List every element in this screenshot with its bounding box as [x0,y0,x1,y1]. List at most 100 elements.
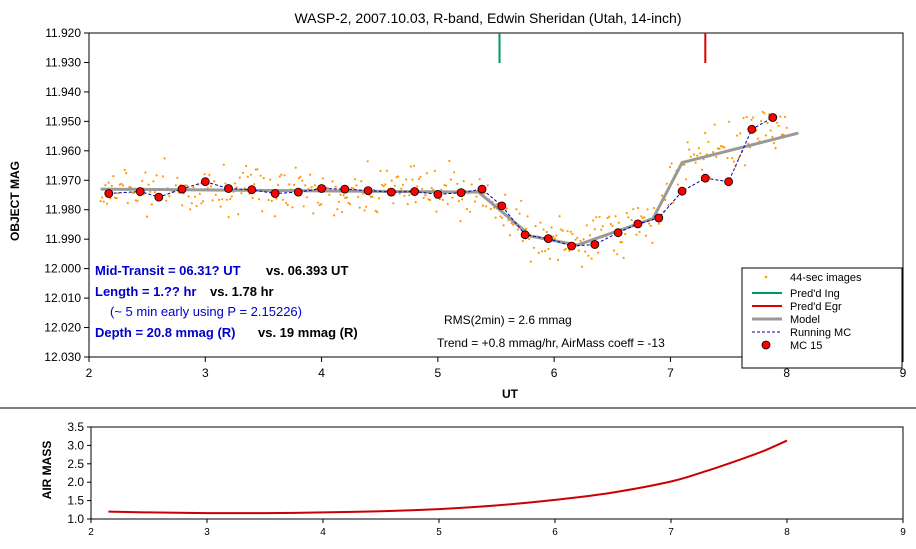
images-scatter-series [99,110,788,268]
main-plot-lines [100,33,799,247]
images-point [313,184,316,187]
images-point [209,185,213,188]
images-point [261,210,264,213]
images-point [406,203,409,206]
images-point [321,177,324,180]
images-point [267,198,270,202]
images-point [485,205,488,208]
images-point [574,238,577,241]
images-point [556,258,560,261]
images-point [422,196,425,199]
images-point [235,186,238,189]
images-point [249,173,253,176]
images-point [291,206,294,209]
images-point [110,184,113,187]
mc15-point [363,186,373,196]
images-point [785,126,788,129]
images-point [203,173,206,176]
images-point [257,198,261,201]
images-point [155,174,158,177]
images-point [200,202,203,205]
images-point [625,212,628,215]
images-point [425,172,428,175]
images-point [435,210,438,213]
images-point [561,229,564,232]
images-point [384,183,387,186]
images-point [459,220,462,223]
images-point [643,216,646,219]
images-point [121,184,125,187]
airmass-line [108,439,788,515]
chart-title: WASP-2, 2007.10.03, R-band, Edwin Sherid… [294,10,681,26]
images-point [193,195,197,198]
mc15-point [270,189,280,198]
images-point [320,203,323,206]
images-point [769,129,772,132]
images-point [611,224,614,228]
airmass-x-tick-label: 6 [552,527,558,538]
images-point [489,207,492,211]
images-point [451,196,454,199]
images-point [667,204,670,207]
images-point [569,230,572,233]
images-point [141,179,144,183]
images-point [392,202,395,205]
depth-label: Depth = 20.8 mmag (R) [95,325,236,340]
y-tick-label: 11.940 [45,85,81,99]
images-point [763,112,766,115]
images-point [568,249,571,252]
images-point [369,195,372,198]
images-point [744,164,747,167]
main-plot-frame [88,32,904,358]
images-point [548,257,552,260]
images-point [712,151,715,154]
images-point [336,208,339,211]
images-point [771,135,774,138]
images-point [619,241,622,244]
images-point [345,196,348,199]
y-tick-label: 11.970 [45,173,81,187]
images-point [275,197,278,200]
images-point [723,146,726,149]
mc15-point [768,113,778,122]
images-point [648,222,651,225]
images-point [409,165,412,168]
y-tick-label: 12.010 [44,291,81,305]
images-point [600,228,603,231]
images-point [649,224,652,227]
mc15-point [497,201,507,211]
images-point [233,182,237,185]
mc15-point [700,173,710,183]
images-point [341,211,344,214]
mc15-point [104,189,114,198]
images-point [270,199,273,202]
x-tick-label: 7 [667,366,674,380]
images-point [579,239,582,243]
images-point [123,168,126,172]
airmass-plot-frame [90,426,904,520]
images-point [534,224,537,228]
images-point [176,176,179,179]
images-point [657,222,660,225]
images-point [192,186,195,189]
images-point [253,183,256,186]
images-point [417,177,420,181]
images-point [229,197,232,201]
images-point [101,196,104,199]
images-point [189,208,192,211]
images-point [334,185,337,188]
mc15-point [567,241,576,251]
images-point [99,200,102,203]
images-point [438,198,441,201]
airmass-y-tick-label: 2.5 [67,457,84,471]
images-point [704,131,707,135]
airmass-x-tick-label: 8 [784,527,790,538]
images-point [293,183,296,186]
images-point [457,200,460,203]
images-point [390,179,393,182]
images-point [760,119,763,123]
images-point [630,218,633,222]
images-point [632,208,635,211]
images-point [347,201,350,204]
images-point [382,185,385,188]
